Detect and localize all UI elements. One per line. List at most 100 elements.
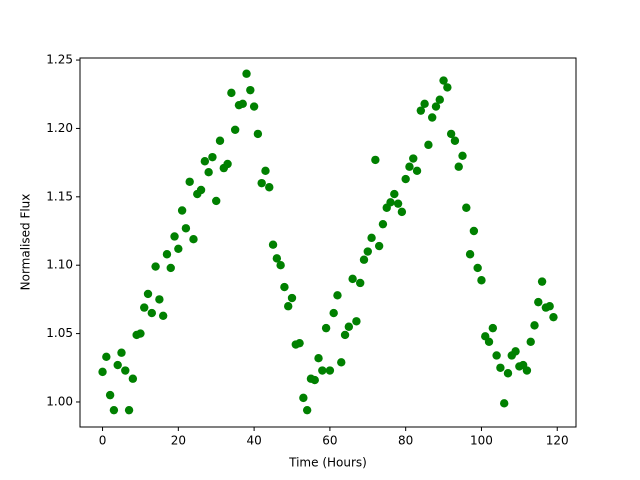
data-point [359,255,369,264]
data-point [98,367,107,377]
data-point [549,312,558,322]
x-tick-label: 100 [470,434,493,448]
data-point [151,262,160,271]
data-point [443,83,452,92]
data-point [393,199,403,208]
data-point [200,157,210,166]
data-point [522,366,532,375]
data-point [458,151,467,160]
data-point [378,219,388,229]
data-point [196,185,206,195]
x-tick-label: 60 [322,434,337,448]
data-point [299,393,308,403]
x-tick-label: 20 [171,434,186,448]
data-point [102,352,111,362]
data-point [477,276,486,285]
x-tick-label: 120 [546,434,569,448]
data-point [246,85,255,95]
data-point [124,405,134,415]
data-point [230,125,240,135]
data-point [352,317,361,326]
x-axis-label: Time (Hours) [288,456,367,470]
data-point [223,159,232,169]
data-point [537,277,547,286]
data-point [227,88,236,98]
y-tick-label: 1.00 [46,394,73,408]
data-point [386,198,395,207]
data-point [189,235,198,244]
data-point [344,322,354,331]
data-point [473,263,482,273]
data-point [397,207,407,217]
data-point [136,329,145,338]
data-point [405,162,414,171]
data-point [287,293,297,303]
data-point [420,99,429,109]
data-point [249,102,259,111]
data-point [435,95,444,104]
data-point [511,347,520,356]
data-point [166,263,175,273]
y-tick-label: 1.15 [46,189,73,203]
data-point [155,295,164,304]
data-point [242,69,251,78]
x-tick-label: 0 [99,434,107,448]
data-point [310,375,319,385]
data-point [280,282,289,292]
data-point [526,337,535,346]
data-point [121,366,130,375]
data-point [401,174,410,184]
axes-frame [79,57,577,428]
y-axis-label: Normalised Flux [19,194,33,291]
data-point [170,232,179,241]
data-point [503,369,513,378]
data-point [340,330,350,340]
y-tick-label: 1.10 [46,258,73,272]
data-point [337,358,346,367]
y-tick-label: 1.20 [46,121,73,135]
y-tick-label: 1.25 [46,53,73,67]
data-point [261,166,270,176]
data-point [412,166,422,176]
data-point [416,106,426,115]
data-point [325,366,335,375]
data-point [446,129,456,139]
data-point [158,311,168,321]
data-point [469,226,479,236]
data-point [140,303,149,312]
data-point [276,261,285,270]
x-tick-label: 40 [246,434,261,448]
data-point [465,250,475,259]
data-point [439,76,448,85]
data-point [257,178,266,188]
data-point [431,102,441,111]
y-tick-label: 1.05 [46,326,73,340]
data-point [302,405,312,415]
data-point [333,291,342,300]
data-point [424,140,433,150]
data-point [363,247,372,256]
x-tick-label: 80 [398,434,413,448]
data-point [215,136,225,145]
data-point [356,278,365,288]
data-point [204,168,213,177]
data-point [348,274,357,284]
data-point [181,224,191,233]
data-point [329,308,338,318]
data-point [253,129,263,139]
data-point [265,183,274,192]
data-point [314,354,323,363]
data-point [143,289,153,299]
data-point [185,177,194,186]
data-point [212,196,221,206]
data-point [147,308,157,318]
data-point [284,302,293,311]
data-point [409,154,418,163]
data-point [295,338,304,348]
data-point [268,240,278,249]
data-point [128,374,138,383]
data-point [238,99,247,109]
data-point [321,323,331,333]
data-point [499,399,509,408]
